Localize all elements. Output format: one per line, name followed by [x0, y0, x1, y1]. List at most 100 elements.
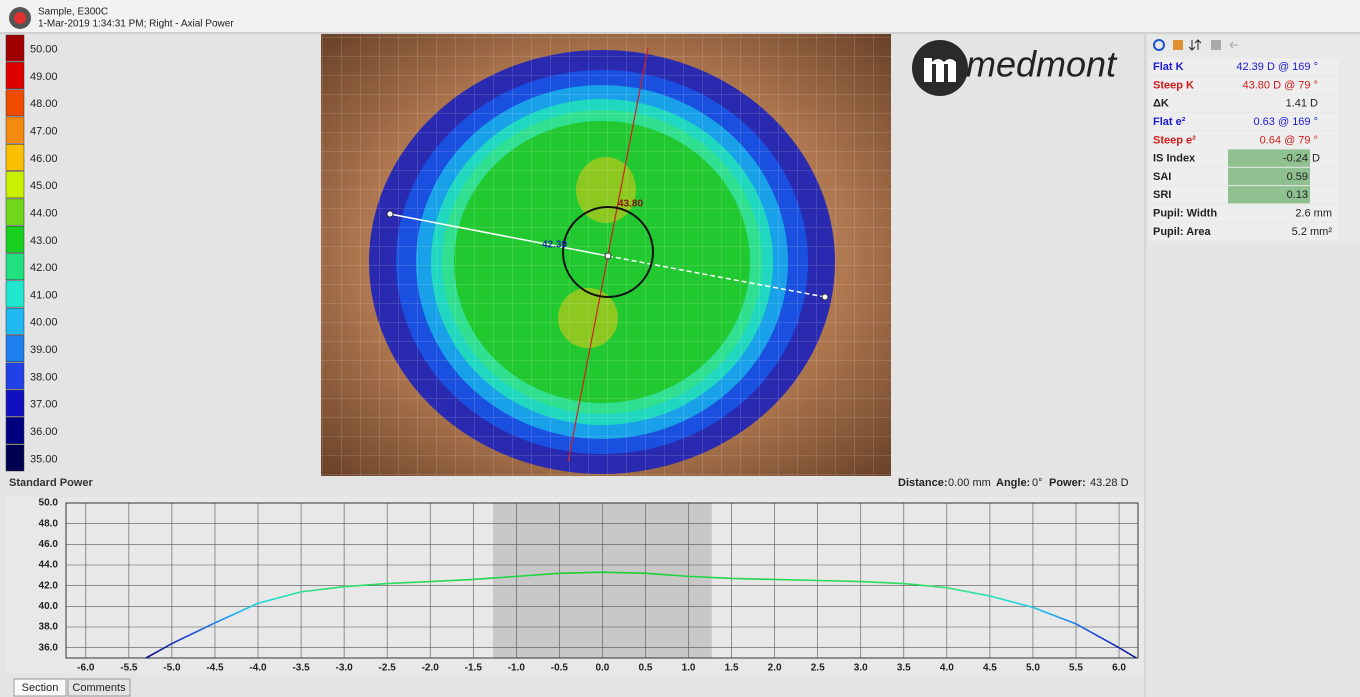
index-value: 0.59	[1287, 171, 1308, 183]
x-tick-label: -0.5	[551, 663, 569, 674]
index-value: 2.6 mm	[1295, 207, 1332, 219]
y-tick-label: 44.0	[39, 560, 59, 571]
scale-value: 43.00	[30, 235, 58, 247]
scale-value: 50.00	[30, 44, 58, 56]
index-row	[1149, 204, 1339, 222]
index-label: IS Index	[1153, 153, 1196, 165]
x-tick-label: 0.5	[639, 663, 653, 674]
index-value: 0.64 @ 79 °	[1260, 134, 1318, 146]
x-tick-label: -5.5	[120, 663, 138, 674]
x-tick-label: -6.0	[77, 663, 95, 674]
scale-swatch	[5, 62, 25, 89]
index-label: Flat K	[1153, 61, 1184, 73]
index-row	[1149, 76, 1339, 94]
logo-glyph	[924, 58, 956, 82]
scale-swatch	[5, 34, 25, 62]
status-label: Distance:	[898, 477, 948, 489]
y-tick-label: 42.0	[39, 580, 59, 591]
index-value: 5.2 mm²	[1292, 226, 1333, 238]
index-value: 1.41 D	[1286, 98, 1318, 110]
power-curve	[145, 571, 1137, 659]
scale-value: 41.00	[30, 289, 58, 301]
index-value: 0.63 @ 169 °	[1254, 116, 1319, 128]
scale-swatch	[5, 253, 25, 281]
section-chart: -6.0 -5.5 -5.0 -4.5 -4.0 -3.5 -3.0 -2.5 -2.0 -1.5…	[39, 498, 1139, 674]
y-tick-label: 48.0	[39, 518, 59, 529]
scale-swatch	[5, 116, 25, 144]
scale-value: 36.00	[30, 426, 58, 438]
y-tick-label: 46.0	[39, 539, 59, 550]
title-bar	[0, 0, 1360, 32]
index-label: Steep K	[1153, 79, 1194, 91]
steep-k-label: 43.80	[618, 199, 643, 210]
tab-label[interactable]: Comments	[72, 682, 126, 694]
x-tick-label: 2.5	[811, 663, 825, 674]
section-line	[607, 255, 826, 298]
x-tick-label: 3.0	[854, 663, 868, 674]
save-button[interactable]	[1211, 40, 1221, 50]
scale-swatch	[5, 280, 25, 308]
tab-bar: Section Comments	[13, 678, 131, 697]
app-icon-dot	[14, 12, 26, 24]
y-tick-label: 38.0	[39, 622, 59, 633]
sort-button[interactable]	[1188, 39, 1202, 51]
status-label: Angle:	[996, 477, 1030, 489]
index-highlight	[1228, 186, 1310, 204]
color-scale: 50.00 49.00 48.00 47.00 46.00 45.00 44.00 43.00…	[5, 34, 58, 472]
tab[interactable]	[13, 678, 67, 697]
scale-value: 44.00	[30, 207, 58, 219]
scale-value: 35.00	[30, 453, 58, 465]
x-tick-label: -3.0	[336, 663, 354, 674]
scale-swatch	[5, 417, 25, 444]
scale-swatch	[5, 362, 25, 390]
scale-value: 49.00	[30, 71, 58, 83]
scale-value: 42.00	[30, 262, 58, 274]
status-value: 43.28 D	[1090, 477, 1129, 489]
x-tick-label: -4.5	[206, 663, 224, 674]
index-row	[1149, 58, 1339, 76]
undo-button[interactable]	[1229, 41, 1238, 49]
status-value: 0°	[1032, 477, 1043, 489]
x-tick-label: 5.0	[1026, 663, 1040, 674]
index-label: SRI	[1153, 189, 1171, 201]
center-marker	[604, 252, 612, 260]
refresh-button[interactable]	[1153, 39, 1165, 51]
y-tick-label: 40.0	[39, 601, 59, 612]
section-handle[interactable]	[386, 210, 394, 218]
x-tick-label: -1.0	[508, 663, 526, 674]
scale-swatch	[5, 335, 25, 362]
status-label: Power:	[1049, 477, 1086, 489]
scale-value: 46.00	[30, 153, 58, 165]
x-tick-label: -4.0	[249, 663, 267, 674]
index-value: -0.24	[1283, 153, 1308, 165]
section-handle[interactable]	[821, 293, 829, 301]
tab[interactable]	[67, 678, 131, 697]
x-tick-label: -1.5	[465, 663, 483, 674]
scale-value: 38.00	[30, 371, 58, 383]
x-tick-label: 1.0	[682, 663, 696, 674]
scale-swatch	[5, 171, 25, 199]
index-label: ΔK	[1153, 98, 1169, 110]
logo-text: medmont	[966, 44, 1118, 85]
scale-swatch	[5, 307, 25, 335]
scale-swatch	[5, 225, 25, 253]
x-tick-label: 3.5	[897, 663, 911, 674]
topography-map: 43.80 42.39	[321, 34, 891, 476]
scale-label: Standard Power	[9, 477, 93, 489]
x-tick-label: 4.5	[983, 663, 997, 674]
x-tick-label: 2.0	[768, 663, 782, 674]
section-line	[389, 213, 609, 257]
pupil-circle	[562, 206, 654, 298]
list-button[interactable]	[1173, 40, 1183, 50]
index-row	[1149, 112, 1339, 131]
tab-label[interactable]: Section	[22, 682, 59, 694]
scale-value: 39.00	[30, 344, 58, 356]
index-value: 42.39 D @ 169 °	[1236, 61, 1318, 73]
scale-swatch	[5, 444, 25, 472]
scale-value: 48.00	[30, 98, 58, 110]
exam-info: 1-Mar-2019 1:34:31 PM; Right - Axial Pow…	[38, 19, 234, 30]
status-value: 0.00 mm	[948, 477, 991, 489]
scale-value: 47.00	[30, 126, 58, 138]
index-label: Flat e²	[1153, 116, 1186, 128]
